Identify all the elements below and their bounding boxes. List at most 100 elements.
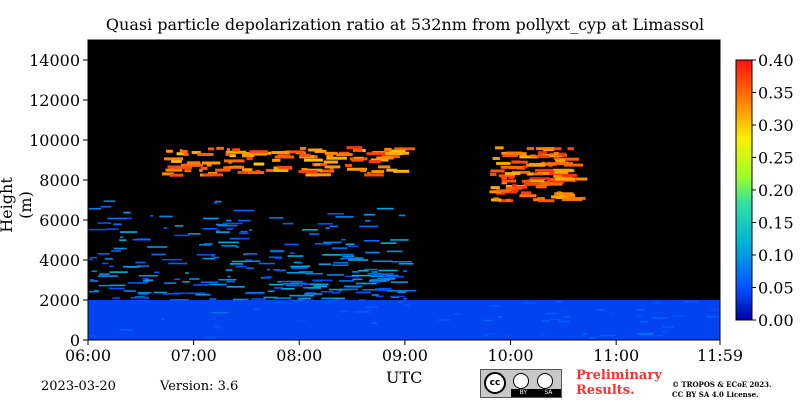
heat-streak (290, 282, 307, 285)
heat-streak (290, 252, 295, 255)
heat-streak (275, 269, 286, 272)
heat-streak (182, 280, 190, 283)
heat-streak (169, 173, 184, 177)
heat-streak (203, 217, 219, 220)
heat-streak (204, 242, 214, 245)
heat-streak (556, 192, 564, 196)
heat-streak (91, 270, 97, 273)
heat-streak (370, 281, 381, 283)
heat-streak (359, 282, 367, 285)
heat-streak (360, 169, 367, 173)
heat-streak (123, 211, 131, 214)
y-tick-label: 6000 (39, 211, 80, 230)
heat-streak (225, 152, 230, 156)
heat-streak (529, 162, 546, 166)
preliminary-line-2: Results. (576, 383, 635, 398)
heat-streak (207, 147, 215, 151)
heat-streak (501, 181, 507, 185)
heat-streak (351, 158, 364, 162)
heat-streak (310, 283, 329, 286)
heat-streak (517, 185, 527, 189)
heat-streak (402, 270, 408, 272)
heat-streak (608, 312, 614, 315)
heat-feature-0 (88, 300, 720, 340)
heat-streak (359, 225, 379, 228)
heat-streak (142, 280, 150, 282)
heat-streak (138, 274, 158, 277)
heat-streak (561, 173, 577, 177)
heat-streak (490, 198, 502, 202)
heat-streak (661, 330, 667, 333)
heat-streak (162, 258, 182, 261)
heat-streak (282, 222, 294, 225)
heat-streak (226, 280, 235, 283)
heat-streak (123, 290, 136, 292)
heat-streak (378, 269, 398, 272)
heat-streak (386, 250, 403, 253)
heat-streak (89, 280, 99, 282)
heat-streak (293, 261, 302, 264)
heat-streak (386, 290, 408, 292)
heat-streak (202, 227, 218, 230)
heat-streak (536, 154, 550, 158)
heat-streak (137, 265, 150, 267)
plot-area (88, 40, 720, 340)
heat-streak (505, 186, 522, 190)
heatmap-layer (88, 146, 720, 340)
heat-streak (273, 287, 284, 289)
heat-streak (389, 295, 405, 298)
heat-streak (336, 153, 353, 157)
heat-streak (244, 298, 249, 301)
heat-streak (223, 166, 232, 170)
x-tick-label: 11:00 (593, 346, 639, 365)
heat-streak (301, 229, 318, 231)
heat-streak (397, 301, 403, 303)
heat-streak (176, 165, 193, 169)
heat-streak (112, 297, 121, 299)
heat-streak (135, 300, 147, 302)
heat-streak (197, 152, 214, 156)
heat-streak (492, 156, 500, 160)
heat-streak (134, 296, 145, 298)
heat-streak (231, 260, 248, 263)
heat-streak (200, 166, 208, 170)
heat-streak (149, 215, 154, 217)
x-tick-label: 06:00 (65, 346, 111, 365)
heat-streak (368, 280, 387, 282)
heat-streak (253, 162, 265, 166)
heat-streak (322, 254, 343, 256)
heat-streak (161, 318, 165, 321)
heat-streak (98, 284, 112, 287)
heat-streak (202, 257, 216, 260)
heat-streak (165, 168, 183, 172)
heat-streak (639, 321, 648, 323)
preliminary-note: Preliminary Results. (576, 368, 662, 398)
heat-streak (529, 177, 550, 181)
heat-streak (498, 199, 514, 203)
heat-streak (342, 255, 355, 258)
colorbar-tick-label: 0.10 (758, 246, 794, 265)
heat-streak (154, 271, 160, 274)
heat-streak (501, 176, 508, 180)
heat-streak (268, 283, 284, 286)
heat-streak (277, 280, 283, 283)
heat-streak (464, 335, 471, 338)
heat-streak (299, 146, 307, 150)
heat-streak (383, 152, 404, 156)
heat-streak (272, 268, 281, 271)
heat-streak (490, 172, 497, 176)
heat-streak (653, 302, 662, 304)
heat-streak (331, 291, 341, 294)
heat-streak (551, 195, 565, 199)
heat-streak (335, 216, 354, 218)
copyright-note: © TROPOS & ECoE 2023. CC BY SA 4.0 Licen… (672, 380, 771, 400)
heat-streak (500, 165, 520, 169)
heat-streak (340, 310, 349, 313)
heat-streak (545, 182, 563, 186)
heat-streak (127, 282, 148, 284)
heat-streak (286, 271, 306, 274)
heat-streak (99, 273, 110, 275)
heat-streak (481, 333, 498, 335)
heat-streak (343, 285, 363, 288)
heat-streak (265, 168, 275, 172)
